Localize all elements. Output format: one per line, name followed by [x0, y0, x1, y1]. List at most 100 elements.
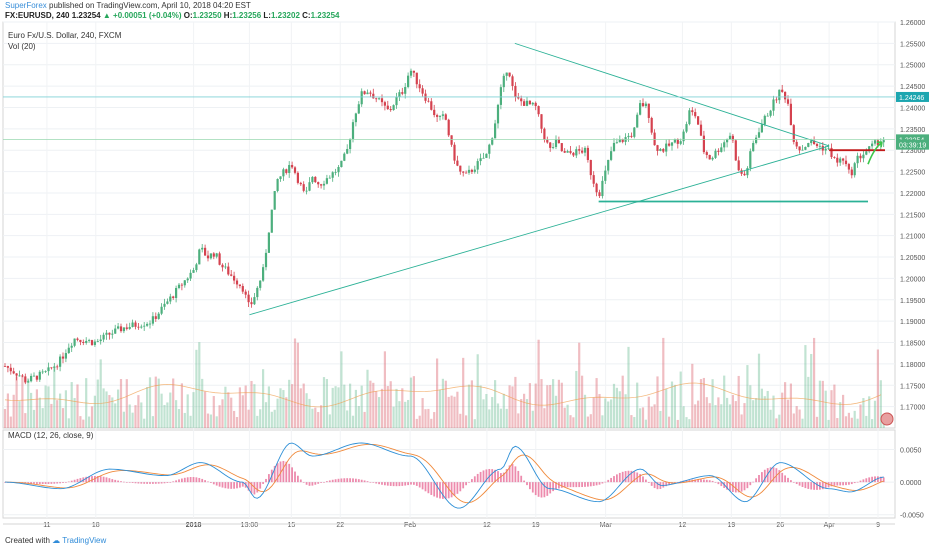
volume-bar — [540, 379, 543, 428]
macd-histogram-bar — [853, 482, 856, 484]
y-tick-label: 1.22000 — [900, 191, 925, 198]
macd-histogram-bar — [540, 482, 543, 498]
candle-body — [523, 101, 526, 106]
macd-histogram-bar — [291, 467, 293, 483]
macd-histogram-bar — [334, 479, 337, 483]
candle-body — [784, 91, 787, 100]
volume-bar — [697, 400, 700, 428]
candle-body — [192, 270, 195, 273]
macd-histogram-bar — [227, 482, 230, 489]
candle-body — [615, 142, 618, 144]
volume-bar — [230, 397, 233, 428]
volume-bar — [491, 397, 494, 428]
y-tick-label: 1.22500 — [900, 170, 925, 177]
volume-bar — [125, 379, 128, 428]
volume-bar — [122, 411, 125, 428]
candle-body — [346, 149, 349, 154]
macd-histogram-bar — [668, 482, 670, 485]
macd-histogram-bar — [694, 479, 697, 483]
macd-histogram-bar — [755, 478, 757, 483]
volume-bar — [447, 396, 450, 428]
y-tick-label: 1.19000 — [900, 319, 925, 326]
volume-bar — [496, 403, 500, 428]
candle-body — [781, 89, 784, 92]
macd-histogram-bar — [566, 482, 569, 488]
publisher-link[interactable]: SuperForex — [5, 1, 47, 10]
candle-body — [465, 172, 468, 174]
macd-tick-label: -0.0050 — [900, 513, 924, 520]
volume-bar — [467, 384, 471, 428]
candle-body — [24, 376, 27, 383]
candle-body — [302, 184, 305, 191]
volume-bar — [763, 396, 766, 428]
volume-bar — [572, 417, 575, 428]
macd-histogram-bar — [108, 478, 111, 483]
tradingview-link[interactable]: TradingView — [62, 536, 107, 545]
x-tick-label: 2018 — [186, 522, 202, 529]
macd-histogram-bar — [169, 482, 172, 483]
candle-body — [238, 284, 241, 287]
volume-bar — [279, 388, 282, 428]
volume-bar — [752, 400, 755, 428]
volume-bar — [827, 419, 830, 428]
created-with-text: Created with — [5, 536, 50, 545]
macd-histogram-bar — [549, 482, 552, 494]
volume-legend: Vol (20) — [8, 42, 36, 51]
candle-body — [427, 100, 430, 102]
macd-histogram-bar — [833, 482, 836, 486]
volume-bar — [673, 384, 676, 428]
volume-bar — [473, 419, 476, 428]
candle-body — [9, 367, 12, 372]
macd-histogram-bar — [476, 473, 479, 483]
candle-body — [479, 158, 482, 162]
volume-bar — [282, 390, 285, 428]
price-label-box — [896, 134, 929, 145]
macd-histogram-bar — [705, 479, 708, 483]
x-tick-label: Apr — [824, 522, 836, 529]
volume-bar — [427, 408, 430, 428]
volume-bar — [146, 387, 149, 428]
y-tick-label: 1.20500 — [900, 255, 925, 262]
candle-body — [160, 306, 163, 314]
candle-body — [731, 135, 734, 141]
candle-body — [32, 375, 36, 377]
macd-histogram-bar — [259, 482, 262, 489]
macd-histogram-bar — [70, 480, 73, 483]
volume-bar — [412, 376, 415, 428]
candle-body — [589, 159, 592, 176]
macd-histogram-bar — [517, 470, 520, 483]
volume-bar — [720, 404, 723, 428]
candle-body — [525, 100, 529, 106]
macd-histogram-bar — [511, 463, 514, 483]
macd-histogram-bar — [749, 482, 752, 486]
candle-body — [581, 150, 584, 153]
candle-body — [421, 88, 424, 94]
candle-body — [90, 340, 94, 345]
change-value: +0.00051 (+0.04%) — [113, 11, 182, 20]
volume-bar — [723, 375, 726, 428]
candle-body — [694, 112, 697, 117]
volume-bar — [476, 354, 479, 428]
volume-bar — [836, 418, 839, 428]
volume-bar — [105, 391, 108, 428]
volume-bar — [206, 413, 210, 428]
candle-body — [441, 114, 444, 116]
macd-histogram-bar — [262, 482, 264, 484]
macd-histogram-bar — [418, 482, 421, 488]
macd-histogram-bar — [442, 482, 444, 499]
volume-bar — [740, 414, 743, 428]
macd-histogram-bar — [505, 469, 508, 483]
macd-histogram-bar — [763, 469, 766, 483]
price-label-box — [896, 139, 929, 150]
volume-bar — [366, 369, 369, 428]
candle-body — [343, 153, 346, 161]
candle-body — [233, 275, 236, 281]
volume-bar — [369, 380, 372, 428]
candle-body — [537, 106, 540, 115]
macd-histogram-bar — [369, 481, 372, 483]
candle-body — [702, 135, 705, 153]
volume-bar — [131, 412, 134, 428]
candle-body — [755, 137, 758, 143]
volume-bar — [601, 415, 604, 428]
macd-histogram-bar — [546, 482, 549, 496]
